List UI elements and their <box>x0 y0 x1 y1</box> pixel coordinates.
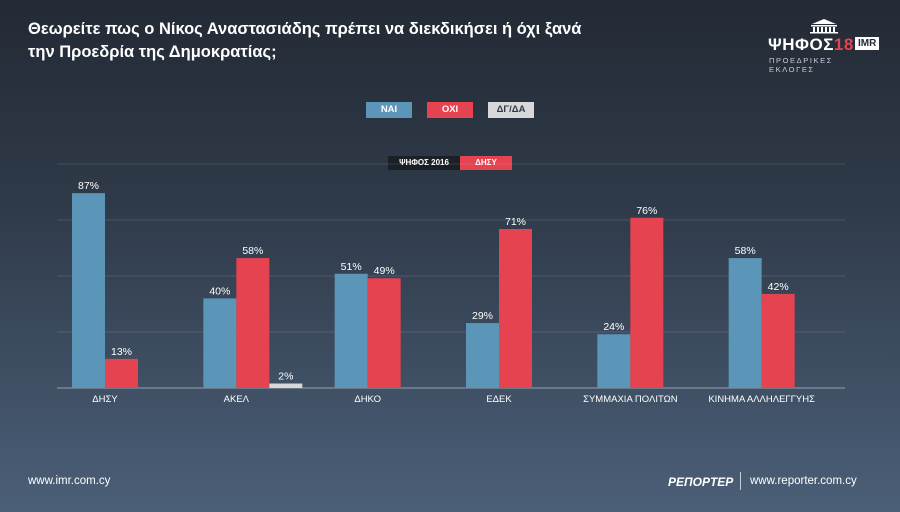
filter-party-tab[interactable]: ΔΗΣΥ <box>460 156 512 170</box>
bar-ναι-συμμαχια-πολιτων[interactable] <box>597 334 631 388</box>
data-label-οχι-δησυ: 13% <box>111 346 132 358</box>
bar-οχι-δησυ[interactable] <box>105 358 138 388</box>
bar-ναι-εδεκ[interactable] <box>466 323 499 388</box>
footer-reporter-url[interactable]: www.reporter.com.cy <box>750 475 857 487</box>
data-label-ναι-δηκο: 51% <box>341 261 362 273</box>
bar-οχι-εδεκ[interactable] <box>499 228 532 388</box>
bar-ναι-ακελ[interactable] <box>203 298 237 388</box>
data-label-ναι-ακελ: 40% <box>209 285 230 297</box>
data-label-οχι-ακελ: 58% <box>242 245 263 257</box>
bar-οχι-δηκο[interactable] <box>367 278 401 388</box>
logo-year-text: 18 <box>833 35 854 54</box>
category-label-δηκο: ΔΗΚΟ <box>354 394 381 405</box>
bar-ναι-δηκο[interactable] <box>334 273 368 388</box>
data-label-ναι-συμμαχια-πολιτων: 24% <box>603 321 624 333</box>
category-label-εδεκ: ΕΔΕΚ <box>486 394 512 405</box>
data-label-ναι-εδεκ: 29% <box>472 310 493 322</box>
bar-ναι-κινημα-αλληλεγγυης[interactable] <box>728 258 762 388</box>
bar-οχι-συμμαχια-πολιτων[interactable] <box>630 217 664 388</box>
bar-δγ/δα-ακελ[interactable] <box>269 383 303 388</box>
data-label-οχι-εδεκ: 71% <box>505 216 526 228</box>
category-label-ακελ: ΑΚΕΛ <box>224 394 250 405</box>
chart-title: Θεωρείτε πως ο Νίκος Αναστασιάδης πρέπει… <box>28 20 582 61</box>
category-label-κινημα-αλληλεγγυης: ΚΙΝΗΜΑ ΑΛΛΗΛΕΓΓΥΗΣ <box>708 394 815 405</box>
psifos18-imr-logo: ΨΗΦΟΣ18 IMR ΠΡΟΕΔΡΙΚΕΣ ΕΚΛΟΓΕΣ <box>766 18 882 74</box>
bar-οχι-κινημα-αλληλεγγυης[interactable] <box>761 293 795 388</box>
footer-divider <box>740 472 741 490</box>
logo-subtitle: ΠΡΟΕΔΡΙΚΕΣ ΕΚΛΟΓΕΣ <box>769 56 833 74</box>
bar-ναι-δησυ[interactable] <box>72 193 105 388</box>
data-label-οχι-συμμαχια-πολιτων: 76% <box>636 205 657 217</box>
filter-year-tab[interactable]: ΨΗΦΟΣ 2016 <box>388 156 460 170</box>
category-label-συμμαχια-πολιτων: ΣΥΜΜΑΧΙΑ ΠΟΛΙΤΩΝ <box>583 394 678 405</box>
footer-reporter-brand: ΡΕΠΟΡΤΕΡ <box>668 475 734 489</box>
legend-dgda[interactable]: ΔΓ/ΔΑ <box>488 102 534 118</box>
imr-badge: IMR <box>855 37 880 50</box>
legend-nai[interactable]: ΝΑΙ <box>366 102 412 118</box>
data-label-οχι-δηκο: 49% <box>374 265 395 277</box>
footer-imr-url[interactable]: www.imr.com.cy <box>28 475 111 487</box>
data-label-ναι-κινημα-αλληλεγγυης: 58% <box>735 245 756 257</box>
parliament-building-icon <box>810 19 838 34</box>
category-label-δησυ: ΔΗΣΥ <box>92 394 118 405</box>
data-label-δγ/δα-ακελ: 2% <box>278 371 293 383</box>
logo-main-text: ΨΗΦΟΣ18 <box>768 35 854 54</box>
bar-οχι-ακελ[interactable] <box>236 258 270 388</box>
data-label-οχι-κινημα-αλληλεγγυης: 42% <box>768 281 789 293</box>
data-label-ναι-δησυ: 87% <box>78 180 99 192</box>
legend-oxi[interactable]: ΟΧΙ <box>427 102 473 118</box>
